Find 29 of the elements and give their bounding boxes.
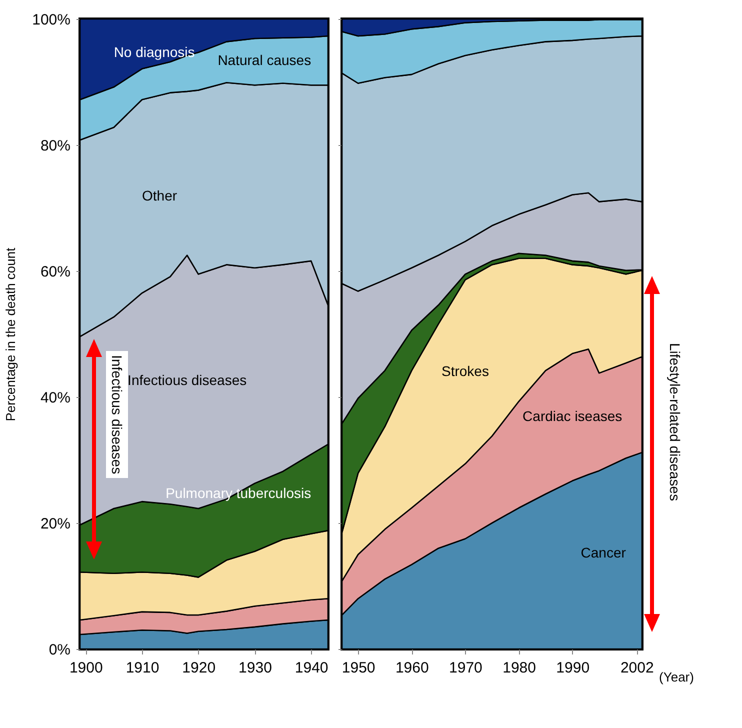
series-label: Cancer [580, 544, 626, 561]
series-label: Natural causes [218, 52, 312, 68]
x-tick-label: 1990 [556, 660, 590, 676]
series-label: Infectious diseases [128, 372, 247, 388]
x-tick-label: 1910 [126, 660, 160, 676]
y-tick-label: 80% [40, 138, 70, 154]
x-tick-label: 1970 [449, 660, 482, 676]
annotation: Infectious diseases [106, 351, 128, 478]
x-tick-label: 1980 [502, 660, 536, 676]
series-label: Cardiac iseases [522, 408, 622, 424]
x-tick-label: 2002 [620, 660, 654, 676]
x-tick-label: 1930 [238, 660, 272, 676]
text: Lifestyle-related diseases [664, 338, 686, 505]
y-tick-label: 20% [40, 516, 70, 532]
y-tick-label: 60% [40, 264, 70, 280]
y-tick-label: 40% [40, 390, 70, 406]
x-tick-label: 1920 [182, 660, 216, 676]
x-tick-label: 1940 [294, 660, 328, 676]
series-label: Pulmonary tuberculosis [166, 485, 312, 502]
x-tick-label: 1900 [69, 660, 103, 676]
series-label: Strokes [441, 362, 489, 379]
y-tick-label: 100% [32, 12, 70, 28]
series-label: Other [142, 187, 178, 204]
series-label: No diagnosis [114, 44, 195, 60]
y-axis-title: Percentage in the death count [3, 247, 18, 422]
x-tick-label: 1950 [342, 660, 376, 676]
y-tick-label: 0% [48, 642, 70, 658]
x-tick-label: 1960 [395, 660, 429, 676]
x-axis-title: (Year) [659, 670, 694, 684]
